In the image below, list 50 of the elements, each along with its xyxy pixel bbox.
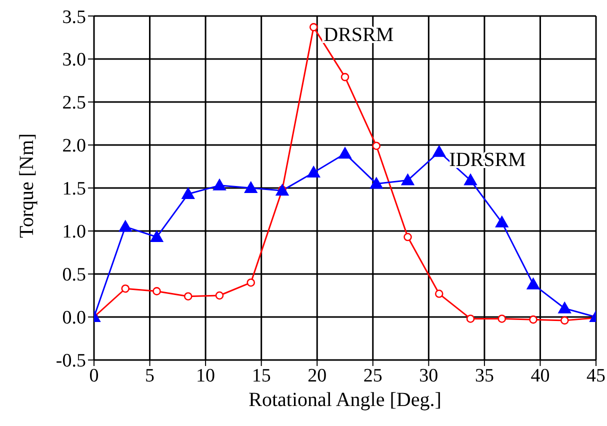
point <box>434 290 444 298</box>
point <box>150 230 164 242</box>
point <box>560 316 569 325</box>
point <box>215 291 224 300</box>
y-tick-label: 0.5 <box>62 264 86 286</box>
point <box>118 220 132 232</box>
point <box>213 178 226 190</box>
y-axis-title: Torque [Nm] <box>16 133 38 238</box>
point <box>246 278 256 287</box>
point <box>307 166 320 178</box>
point <box>370 177 383 189</box>
point <box>495 216 508 228</box>
point <box>404 232 412 242</box>
point <box>432 145 446 157</box>
y-tick-label: 2.0 <box>62 136 86 157</box>
y-tick-label: 3.5 <box>62 6 86 28</box>
y-tick-label: 2.5 <box>62 92 86 114</box>
point <box>498 314 506 323</box>
point <box>276 184 289 196</box>
x-axis-title: Rotational Angle [Deg.] <box>248 389 442 411</box>
point <box>529 315 538 324</box>
y-tick-label: 0.0 <box>62 308 86 329</box>
point <box>340 72 350 82</box>
point <box>152 287 161 296</box>
point <box>464 174 477 186</box>
x-tick-label: 10 <box>196 365 216 386</box>
x-tick-label: 35 <box>474 365 494 386</box>
x-tick-label: 15 <box>252 365 271 386</box>
point <box>121 284 130 293</box>
x-tick-label: 5 <box>145 365 155 386</box>
x-tick-label: 20 <box>308 365 327 386</box>
point <box>372 142 381 150</box>
point <box>401 174 414 186</box>
point <box>309 23 318 32</box>
y-tick-label: -0.5 <box>56 350 86 372</box>
x-tick-label: 40 <box>530 365 550 386</box>
x-tick-label: 25 <box>363 365 382 386</box>
x-tick-label: 30 <box>419 365 438 386</box>
point <box>244 182 258 193</box>
x-tick-label: 45 <box>586 365 606 386</box>
point <box>558 302 572 314</box>
point <box>466 314 475 323</box>
y-tick-label: 3.0 <box>62 50 86 71</box>
point <box>526 278 540 290</box>
y-tick-label: 1.5 <box>62 178 86 200</box>
point <box>338 147 352 159</box>
x-tick-label: 0 <box>89 365 99 386</box>
y-tick-label: 1.0 <box>62 222 86 243</box>
point <box>184 292 192 301</box>
point <box>182 188 195 200</box>
